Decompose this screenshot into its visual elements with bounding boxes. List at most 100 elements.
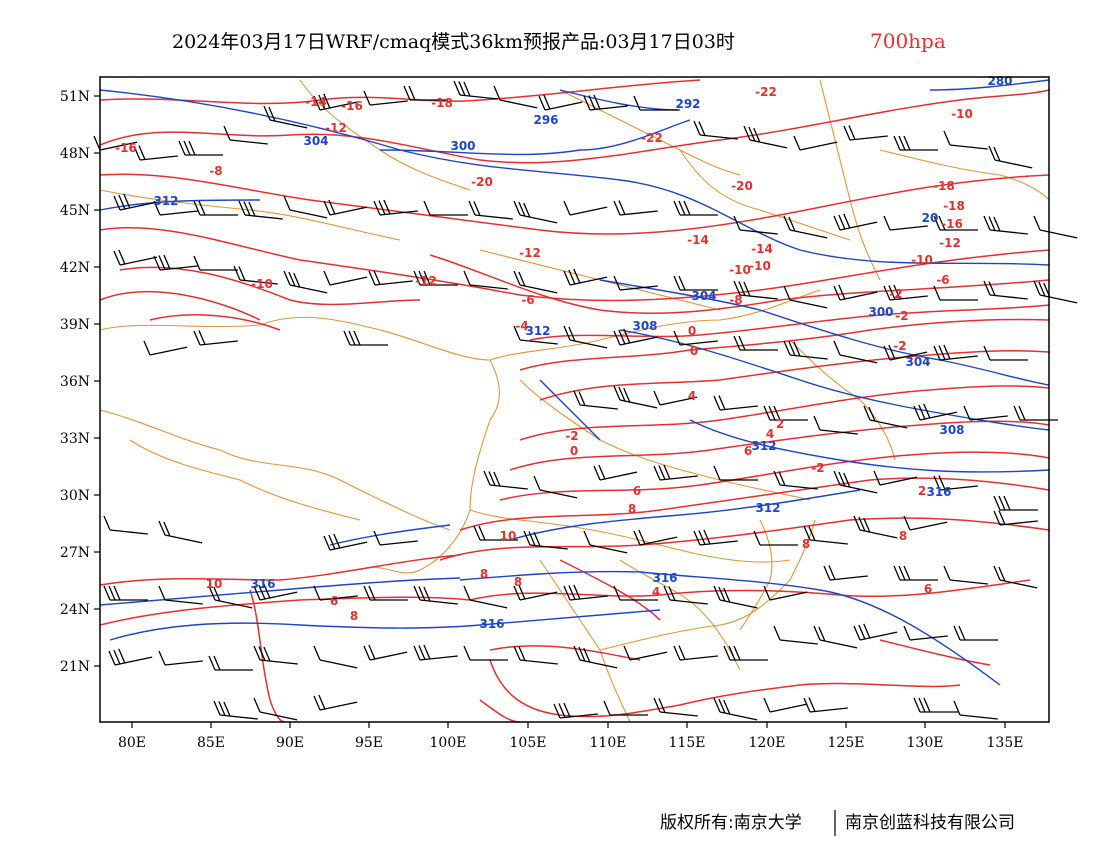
temperature-label: -20 bbox=[471, 175, 493, 189]
temperature-label: -18 bbox=[943, 199, 965, 213]
lon-tick-label: 85E bbox=[197, 735, 225, 751]
wind-barb bbox=[933, 475, 978, 491]
wind-barb bbox=[763, 697, 808, 713]
height-contour bbox=[99, 199, 261, 211]
temperature-label: -14 bbox=[751, 242, 773, 256]
wind-barb bbox=[193, 330, 238, 346]
wind-barb bbox=[463, 585, 508, 609]
temperature-label: 8 bbox=[480, 567, 488, 581]
wind-barb bbox=[103, 515, 148, 535]
temperature-contour bbox=[439, 517, 1050, 561]
wind-barb bbox=[563, 325, 608, 349]
temperature-label: -2 bbox=[893, 339, 906, 353]
wind-barb bbox=[263, 105, 308, 129]
temperature-contour bbox=[519, 385, 1050, 441]
temperature-label: 0 bbox=[690, 344, 698, 358]
wind-barb bbox=[613, 328, 658, 346]
height-label: 280 bbox=[987, 74, 1012, 88]
wind-barb bbox=[673, 200, 718, 216]
wind-barb bbox=[233, 265, 278, 285]
wind-barb bbox=[813, 625, 858, 649]
wind-barb bbox=[593, 464, 638, 481]
temperature-contour bbox=[499, 451, 1050, 501]
wind-barb bbox=[313, 93, 358, 111]
wind-barb bbox=[673, 275, 718, 291]
temperature-contour bbox=[459, 477, 1050, 531]
lon-tick-label: 80E bbox=[118, 735, 146, 751]
lat-tick-label: 27N bbox=[60, 545, 90, 561]
temperature-label: 6 bbox=[633, 484, 641, 498]
height-label: 20 bbox=[922, 211, 939, 225]
wind-barb bbox=[553, 702, 598, 719]
wind-barb bbox=[673, 645, 718, 661]
wind-barb bbox=[743, 125, 788, 149]
boundary-line bbox=[819, 79, 881, 281]
wind-barb bbox=[463, 645, 508, 661]
height-label: 316 bbox=[926, 485, 951, 499]
wind-barb bbox=[423, 200, 468, 216]
temperature-contour bbox=[529, 304, 1050, 341]
temperature-label: 6 bbox=[744, 444, 752, 458]
wind-barb bbox=[853, 515, 898, 539]
wind-barb bbox=[863, 405, 908, 429]
wind-barb bbox=[323, 533, 368, 551]
wind-barb bbox=[983, 215, 1028, 235]
temperature-label: 10 bbox=[500, 529, 517, 543]
lat-tick-label: 21N bbox=[60, 659, 90, 675]
wind-barb bbox=[983, 345, 1028, 361]
wind-barb bbox=[733, 280, 778, 300]
wind-barb bbox=[933, 215, 978, 231]
wind-barb bbox=[363, 90, 408, 106]
temperature-label: 6 bbox=[924, 582, 932, 596]
wind-barb bbox=[363, 644, 408, 661]
wind-barb bbox=[513, 200, 558, 224]
temperature-label: 0 bbox=[688, 324, 696, 338]
lat-tick-label: 51N bbox=[60, 89, 90, 105]
boundary-line bbox=[99, 316, 501, 574]
temperature-contour bbox=[99, 290, 261, 321]
wind-barb bbox=[783, 340, 828, 360]
wind-barbs bbox=[93, 80, 1078, 721]
temperature-label: 10 bbox=[206, 577, 223, 591]
wind-barb bbox=[113, 249, 158, 266]
wind-barb bbox=[903, 625, 948, 641]
wind-barb bbox=[753, 530, 798, 546]
temperature-label: 8 bbox=[802, 537, 810, 551]
temperature-label: -2 bbox=[889, 287, 902, 301]
wind-barb bbox=[513, 584, 558, 601]
wind-barb bbox=[613, 385, 658, 409]
wind-barb bbox=[143, 340, 188, 356]
height-label: 304 bbox=[303, 134, 328, 148]
temperature-label: -12 bbox=[519, 246, 541, 260]
wind-barb bbox=[613, 275, 658, 291]
height-label: 312 bbox=[525, 324, 550, 338]
wind-barb bbox=[473, 525, 518, 541]
wind-barb bbox=[323, 270, 368, 286]
boundary-line bbox=[489, 289, 821, 361]
wind-barb bbox=[403, 85, 448, 101]
wind-barb bbox=[573, 390, 618, 410]
wind-barb bbox=[133, 145, 178, 161]
height-contour bbox=[459, 570, 1001, 686]
wind-barb bbox=[953, 700, 998, 720]
wind-barb bbox=[833, 284, 878, 301]
wind-barb bbox=[763, 405, 808, 421]
lon-tick-label: 90E bbox=[276, 735, 304, 751]
wind-barb bbox=[723, 645, 768, 661]
height-label: 296 bbox=[533, 113, 558, 127]
height-label: 312 bbox=[755, 501, 780, 515]
wind-barb bbox=[343, 330, 388, 346]
height-label: 292 bbox=[675, 97, 700, 111]
wind-barb bbox=[313, 645, 358, 669]
temperature-contour bbox=[469, 579, 1031, 601]
wind-barb bbox=[713, 697, 758, 721]
temperature-contour bbox=[519, 318, 1050, 371]
temperature-label: 0 bbox=[570, 444, 578, 458]
wind-barb bbox=[158, 650, 203, 666]
height-contour bbox=[99, 89, 1050, 266]
wind-barb bbox=[238, 200, 283, 220]
height-label: 312 bbox=[153, 194, 178, 208]
wind-barb bbox=[633, 95, 678, 111]
lat-tick-label: 42N bbox=[60, 260, 90, 276]
wind-barb bbox=[783, 215, 828, 239]
